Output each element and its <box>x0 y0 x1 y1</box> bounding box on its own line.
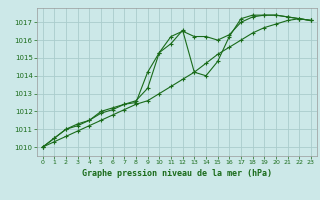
X-axis label: Graphe pression niveau de la mer (hPa): Graphe pression niveau de la mer (hPa) <box>82 169 272 178</box>
